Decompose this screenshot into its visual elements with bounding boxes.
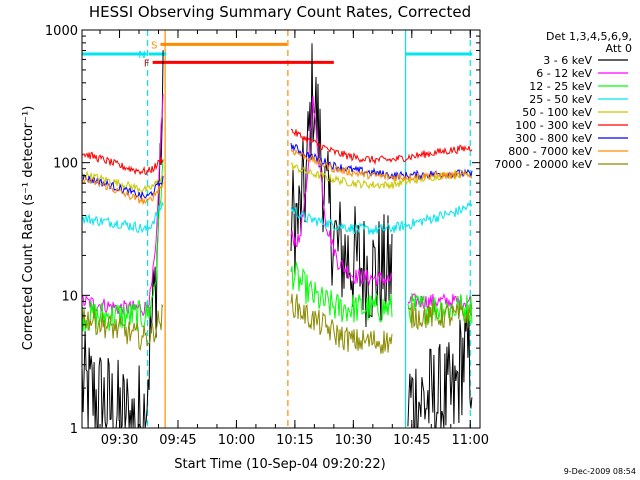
series-8 — [81, 293, 473, 354]
series-line-0-1 — [290, 43, 393, 328]
series-line-5-0 — [81, 151, 164, 176]
plot-frame — [81, 29, 481, 429]
legend-label-2: 12 - 25 keV — [529, 80, 592, 93]
x-tick-label: 11:00 — [452, 433, 489, 448]
x-tick-label: 09:30 — [101, 433, 138, 448]
chart-title: HESSI Observing Summary Count Rates, Cor… — [89, 3, 471, 21]
series-0 — [81, 43, 473, 429]
series-line-4-0 — [81, 170, 164, 194]
flag-label-F: F — [144, 58, 150, 69]
legend-header-line-2: Att 0 — [606, 42, 632, 55]
series-3 — [81, 201, 473, 235]
legend-label-1: 6 - 12 keV — [536, 67, 592, 80]
legend-label-6: 300 - 800 keV — [515, 132, 592, 145]
legend-label-8: 7000 - 20000 keV — [494, 158, 592, 171]
series-line-8-2 — [407, 302, 473, 331]
y-tick-label: 1000 — [45, 24, 78, 39]
legend-label-5: 100 - 300 keV — [515, 119, 592, 132]
series-line-1-0 — [81, 93, 164, 317]
y-tick-label: 100 — [53, 157, 78, 172]
series-line-8-1 — [290, 293, 393, 354]
flag-label-N: N — [138, 50, 145, 61]
series-line-4-1 — [290, 162, 473, 190]
series-line-0-0 — [81, 50, 164, 429]
series-line-5-1 — [290, 128, 473, 166]
series-line-2-0 — [81, 158, 164, 332]
x-tick-label: 10:45 — [393, 433, 430, 448]
legend-label-3: 25 - 50 keV — [529, 93, 592, 106]
series-5 — [81, 128, 473, 176]
y-tick-label: 1 — [70, 422, 78, 437]
x-tick-label: 10:00 — [218, 433, 255, 448]
legend-label-7: 800 - 7000 keV — [508, 145, 592, 158]
legend-header-line-1: Det 1,3,4,5,6,9, — [546, 30, 632, 43]
series-line-0-2 — [407, 305, 473, 429]
y-tick-label: 10 — [61, 289, 78, 304]
flag-label-S: S — [151, 40, 157, 51]
series-4 — [81, 162, 473, 194]
series-line-2-2 — [407, 293, 473, 325]
series-6 — [81, 143, 473, 201]
series-7 — [81, 148, 473, 205]
series-2 — [81, 158, 473, 332]
series-line-2-1 — [290, 261, 393, 323]
series-line-8-0 — [81, 303, 164, 352]
series-line-7-0 — [81, 176, 164, 205]
x-axis-label: Start Time (10-Sep-04 09:20:22) — [174, 457, 385, 472]
legend-label-4: 50 - 100 keV — [522, 106, 592, 119]
series-line-3-1 — [290, 201, 473, 235]
footer-timestamp: 9-Dec-2009 08:54 — [564, 467, 636, 476]
plot-area: SNF — [81, 30, 473, 429]
series-line-3-0 — [81, 201, 164, 234]
axes: 1 10 100 1000 09:30 09:45 10:00 10:15 10:30 10:45… — [45, 24, 489, 448]
series-line-7-1 — [290, 148, 473, 182]
x-tick-label: 09:45 — [159, 433, 196, 448]
x-tick-label: 10:15 — [276, 433, 313, 448]
x-tick-label: 10:30 — [335, 433, 372, 448]
y-axis-label: Corrected Count Rate (s⁻¹ detector⁻¹) — [21, 106, 36, 351]
legend-label-0: 3 - 6 keV — [543, 54, 592, 67]
series-1 — [81, 93, 473, 317]
